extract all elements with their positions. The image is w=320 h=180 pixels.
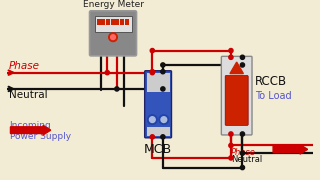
Circle shape — [229, 48, 233, 53]
Circle shape — [240, 63, 244, 67]
Circle shape — [105, 71, 109, 75]
Circle shape — [161, 135, 165, 139]
FancyArrow shape — [273, 145, 308, 154]
Circle shape — [161, 87, 165, 91]
Circle shape — [150, 71, 155, 75]
FancyBboxPatch shape — [90, 11, 137, 56]
Text: RCCB: RCCB — [255, 75, 287, 87]
Circle shape — [115, 87, 119, 91]
Bar — [125, 19, 129, 25]
Circle shape — [240, 132, 244, 136]
Circle shape — [229, 132, 233, 136]
Bar — [101, 19, 105, 25]
Bar — [97, 19, 100, 25]
Bar — [106, 19, 110, 25]
Text: Phase: Phase — [231, 148, 256, 157]
Circle shape — [150, 70, 155, 74]
Bar — [115, 19, 119, 25]
FancyBboxPatch shape — [94, 16, 132, 32]
FancyBboxPatch shape — [145, 71, 172, 138]
FancyArrow shape — [11, 125, 51, 135]
Text: Neutral: Neutral — [9, 90, 47, 100]
Circle shape — [161, 70, 165, 74]
Circle shape — [229, 156, 233, 160]
Circle shape — [229, 143, 233, 148]
Circle shape — [150, 48, 155, 53]
Text: Energy Meter: Energy Meter — [83, 0, 144, 9]
Circle shape — [229, 55, 233, 59]
Circle shape — [161, 117, 167, 122]
Text: MCB: MCB — [144, 143, 172, 156]
Text: To Load: To Load — [255, 91, 292, 101]
Bar — [111, 19, 115, 25]
Circle shape — [240, 151, 244, 155]
Circle shape — [240, 55, 244, 59]
Circle shape — [149, 117, 155, 122]
Bar — [147, 127, 170, 136]
Text: Phase: Phase — [9, 61, 40, 71]
FancyBboxPatch shape — [221, 56, 252, 135]
Circle shape — [109, 33, 117, 41]
Circle shape — [148, 115, 157, 124]
Text: Incoming
Power Supply: Incoming Power Supply — [10, 121, 71, 141]
Polygon shape — [230, 62, 244, 74]
Text: Neutral: Neutral — [231, 155, 262, 164]
Circle shape — [240, 165, 244, 170]
Circle shape — [150, 135, 155, 139]
Bar — [147, 73, 170, 92]
Circle shape — [161, 63, 165, 67]
Bar — [120, 19, 124, 25]
FancyBboxPatch shape — [225, 76, 248, 125]
Circle shape — [159, 115, 169, 124]
Circle shape — [111, 35, 116, 40]
